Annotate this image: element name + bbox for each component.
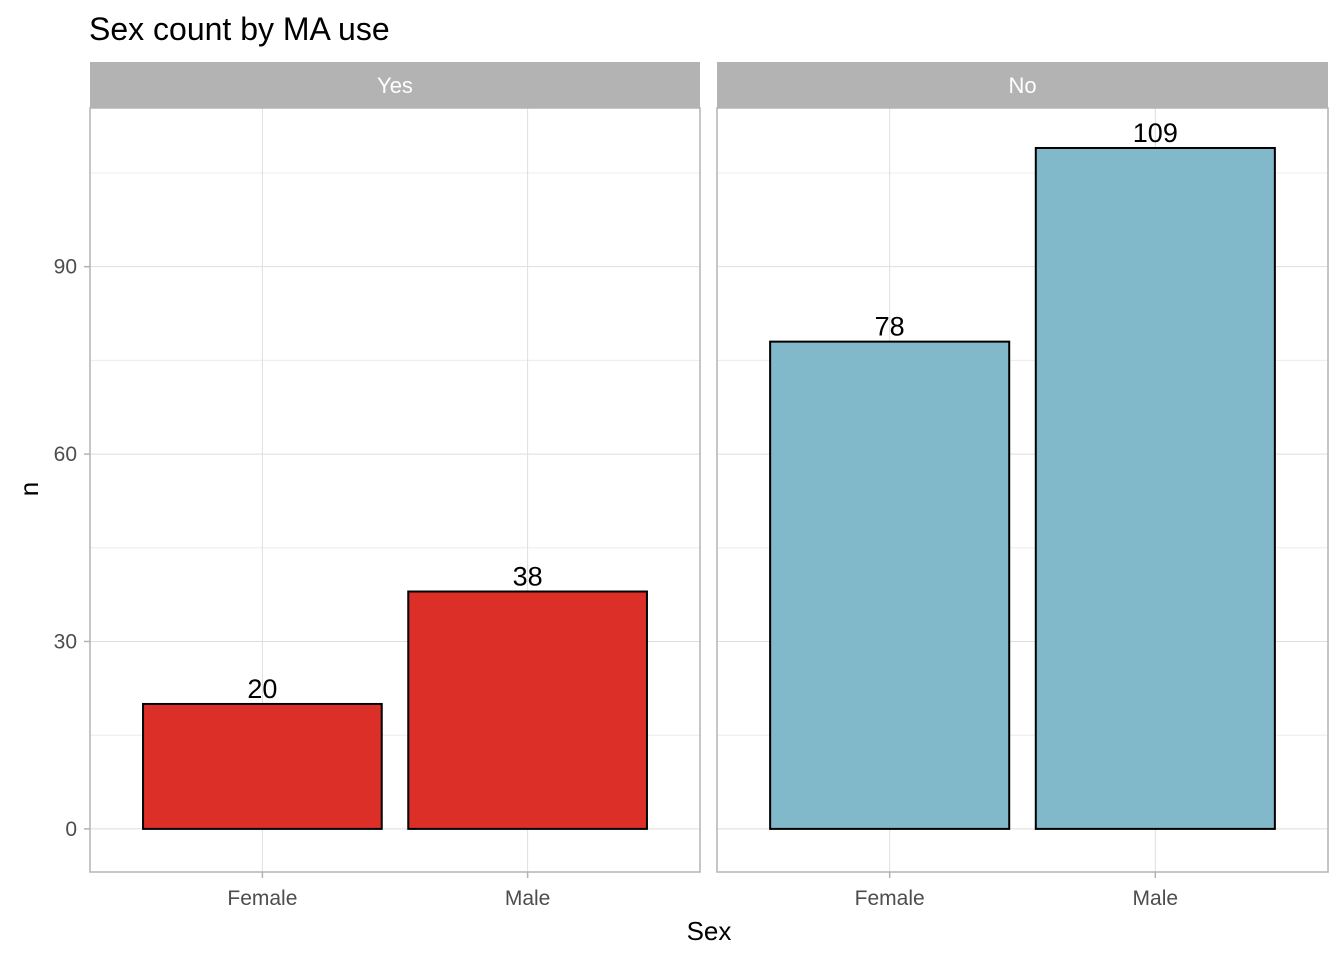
bar-value-label: 20 — [247, 674, 277, 704]
x-tick-label: Male — [1133, 887, 1179, 910]
y-tick-label: 60 — [54, 443, 77, 466]
bar-yes-female — [142, 702, 383, 830]
y-tick-label: 30 — [54, 630, 77, 653]
y-tick-label: 90 — [54, 256, 77, 279]
facet-panel-no: No 78 109 Female Male — [716, 62, 1329, 910]
facet-strip — [717, 62, 1328, 108]
y-tick-label: 0 — [65, 818, 77, 841]
bar-no-female — [769, 340, 1011, 830]
facet-strip-label: Yes — [377, 73, 413, 98]
facet-strip-label: No — [1008, 73, 1036, 98]
panel-border — [89, 107, 701, 873]
chart-title: Sex count by MA use — [89, 11, 390, 47]
facet-strip — [90, 62, 700, 108]
bar-value-label: 38 — [513, 562, 543, 592]
x-tick-label: Female — [855, 887, 925, 910]
bar-value-label: 78 — [875, 312, 905, 342]
x-tick-label: Female — [227, 887, 297, 910]
y-axis-title: n — [14, 482, 44, 496]
panel-border — [716, 107, 1329, 873]
x-axis-title: Sex — [687, 916, 732, 946]
facet-panel-yes: Yes 20 38 Female Male 0 30 60 90 — [54, 62, 701, 910]
bar-no-male — [1034, 146, 1276, 830]
facet-panels: Yes 20 38 Female Male 0 30 60 90 No 78 109 Female Mal… — [54, 62, 1329, 910]
x-tick-label: Male — [505, 887, 551, 910]
bar-yes-male — [407, 590, 648, 830]
bar-value-label: 109 — [1133, 118, 1178, 148]
